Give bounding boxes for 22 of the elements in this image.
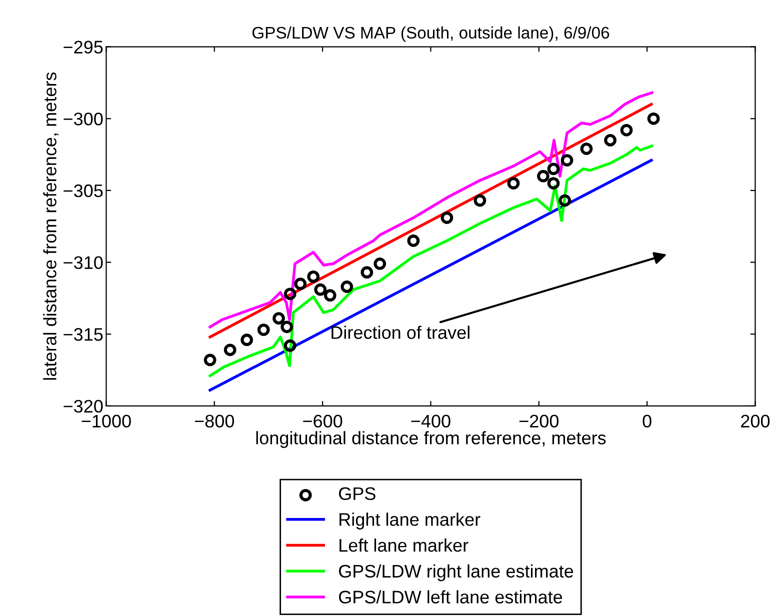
chart-title: GPS/LDW VS MAP (South, outside lane), 6/9/06 [252, 26, 610, 42]
legend-label: GPS/LDW right lane estimate [339, 564, 574, 582]
x-axis-title: longitudinal distance from reference, meters [256, 431, 606, 448]
legend-label: Right lane marker [340, 512, 480, 530]
y-axis-title: lateral distance from reference, meters [43, 72, 59, 380]
y-tick-label: −305 [64, 184, 103, 198]
x-tick-label: −1000 [82, 414, 131, 428]
legend-label: Left lane marker [340, 538, 468, 552]
y-tick-label: −295 [64, 40, 103, 54]
x-tick-label: −600 [303, 414, 342, 428]
x-tick-label: 200 [741, 414, 770, 428]
annotation: Direction of travel [332, 326, 470, 339]
y-tick-label: −300 [64, 112, 103, 126]
legend-label: GPS [339, 487, 376, 500]
x-tick-label: −800 [194, 414, 234, 428]
y-tick-label: −320 [64, 400, 103, 413]
x-tick-label: −200 [519, 414, 559, 428]
legend-label: GPS/LDW left lane estimate [339, 590, 562, 604]
x-tick-label: −400 [411, 414, 450, 428]
x-tick-label: 0 [642, 414, 652, 428]
y-tick-label: −310 [64, 256, 103, 270]
y-tick-label: −315 [64, 328, 103, 341]
